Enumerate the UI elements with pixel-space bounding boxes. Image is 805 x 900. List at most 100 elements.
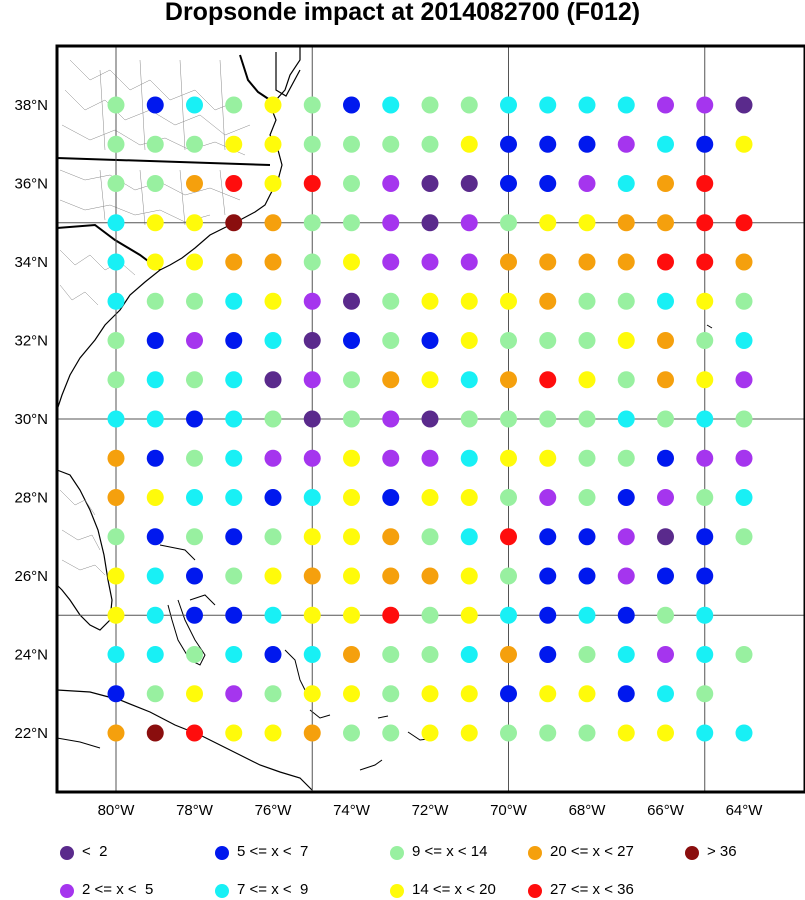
dropsonde-point [539,528,557,546]
dropsonde-point [107,606,125,624]
dropsonde-point [146,685,164,703]
legend-label: > 36 [707,843,737,860]
dropsonde-point [225,135,243,153]
dropsonde-point [264,332,282,349]
dropsonde-point [382,685,400,703]
dropsonde-point [343,685,360,703]
dropsonde-point [657,332,674,349]
dropsonde-point [146,292,164,310]
dropsonde-point [146,214,164,232]
dropsonde-point [657,292,674,310]
dropsonde-point [107,489,125,506]
dropsonde-point [735,489,753,506]
dropsonde-point [107,292,125,310]
dropsonde-point [460,292,478,310]
dropsonde-point [617,253,635,271]
dropsonde-point [735,332,753,349]
dropsonde-point [657,449,674,467]
dropsonde-point [264,214,282,232]
dropsonde-point [696,175,714,192]
dropsonde-point [500,489,517,506]
state-border-nc-sc [56,223,161,271]
dropsonde-point [303,332,321,349]
legend-swatch [390,846,404,860]
dropsonde-point [657,253,674,271]
legend-swatch [528,884,542,898]
dropsonde-point [225,567,243,585]
dropsonde-point [382,253,400,271]
dropsonde-point [421,410,439,428]
dropsonde-point [657,135,674,153]
dropsonde-point [264,292,282,310]
legend-label: 7 <= x < 9 [237,881,309,898]
dropsonde-point [696,292,714,310]
dropsonde-point [225,175,243,192]
dropsonde-point [303,371,321,389]
dropsonde-point [696,135,714,153]
dropsonde-point [735,214,753,232]
dropsonde-point [460,646,478,663]
florida-coast [56,469,113,631]
dropsonde-point [460,567,478,585]
dropsonde-point [225,646,243,663]
dropsonde-point [186,135,203,153]
dropsonde-point [382,332,400,349]
dropsonde-point [146,332,164,349]
legend-label: 27 <= x < 36 [550,881,634,898]
dropsonde-point [657,214,674,232]
dropsonde-point [578,567,596,585]
dropsonde-point [500,606,517,624]
dropsonde-point [264,449,282,467]
latitude-label: 32°N [14,333,48,350]
dropsonde-point [421,606,439,624]
dropsonde-point [186,646,203,663]
dropsonde-point [421,96,439,114]
dropsonde-point [421,292,439,310]
dropsonde-point [225,489,243,506]
longitude-label: 64°W [726,802,764,819]
dropsonde-point [343,214,360,232]
dropsonde-point [421,567,439,585]
longitude-label: 68°W [569,802,607,819]
legend-label: 9 <= x < 14 [412,843,488,860]
legend-swatch [390,884,404,898]
dropsonde-point [735,292,753,310]
dropsonde-point [107,214,125,232]
dropsonde-point [225,253,243,271]
dropsonde-point [225,332,243,349]
dropsonde-point [225,214,243,232]
dropsonde-point [696,724,714,742]
dropsonde-point [107,685,125,703]
dropsonde-point [421,214,439,232]
dropsonde-point [343,135,360,153]
state-border-va-north [239,54,271,101]
dropsonde-point [107,528,125,546]
dropsonde-point [617,371,635,389]
latitude-label: 34°N [14,254,48,271]
dropsonde-point [539,371,557,389]
dropsonde-point [421,332,439,349]
dropsonde-point [735,253,753,271]
dropsonde-point [107,724,125,742]
longitude-labels: 80°W 78°W 76°W 74°W 72°W 70°W 68°W 66°W 64°W [98,802,764,819]
dropsonde-point [303,489,321,506]
dropsonde-point [225,685,243,703]
dropsonde-point [617,606,635,624]
dropsonde-point [696,253,714,271]
dropsonde-point [460,135,478,153]
dropsonde-point [382,449,400,467]
dropsonde-point [186,724,203,742]
dropsonde-point [539,332,557,349]
dropsonde-point [539,96,557,114]
dropsonde-point [225,449,243,467]
dropsonde-point [696,685,714,703]
dropsonde-point [382,410,400,428]
longitude-label: 78°W [176,802,214,819]
dropsonde-point [657,606,674,624]
dropsonde-point [186,528,203,546]
dropsonde-point [657,646,674,663]
dropsonde-point [617,724,635,742]
dropsonde-point [657,371,674,389]
dropsonde-point [617,567,635,585]
dropsonde-point [146,646,164,663]
